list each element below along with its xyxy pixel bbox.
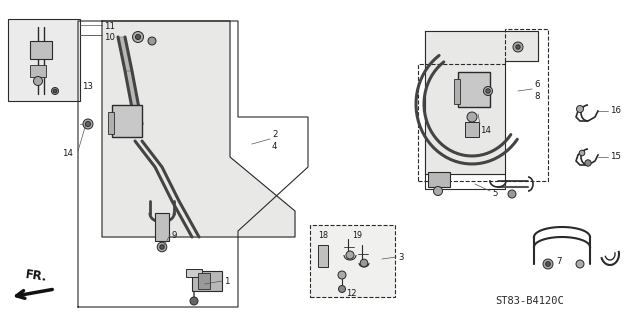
Circle shape — [516, 45, 520, 49]
Text: FR.: FR. — [24, 268, 48, 284]
Text: 12: 12 — [346, 290, 356, 299]
Circle shape — [545, 262, 550, 266]
Text: 15: 15 — [610, 152, 621, 161]
Text: ST83-B4120C: ST83-B4120C — [495, 296, 564, 306]
Bar — [30, 41, 52, 59]
Text: 14: 14 — [62, 150, 73, 159]
Text: 13: 13 — [82, 83, 93, 92]
Text: 7: 7 — [556, 256, 561, 265]
Circle shape — [508, 190, 516, 198]
Circle shape — [83, 119, 93, 129]
Circle shape — [467, 112, 477, 122]
Circle shape — [433, 187, 442, 196]
Circle shape — [513, 42, 523, 52]
Polygon shape — [125, 71, 142, 124]
Text: 6: 6 — [534, 80, 540, 90]
Text: 18: 18 — [318, 231, 328, 240]
Circle shape — [51, 87, 58, 94]
Text: 4: 4 — [272, 143, 278, 152]
Circle shape — [579, 150, 585, 156]
Circle shape — [576, 260, 584, 268]
Circle shape — [486, 89, 490, 93]
Text: 11: 11 — [104, 23, 115, 32]
Circle shape — [585, 160, 591, 166]
Circle shape — [132, 32, 143, 42]
Circle shape — [53, 89, 57, 93]
Bar — [186, 269, 202, 277]
Bar — [192, 271, 222, 291]
Bar — [108, 112, 114, 134]
Text: 1: 1 — [224, 277, 230, 286]
Bar — [30, 65, 46, 77]
Circle shape — [160, 245, 164, 249]
Text: 14: 14 — [480, 127, 491, 136]
Text: 16: 16 — [610, 107, 621, 115]
Bar — [428, 172, 450, 187]
Circle shape — [483, 86, 493, 95]
Text: 9: 9 — [172, 231, 177, 240]
Polygon shape — [102, 21, 295, 237]
Text: 5: 5 — [492, 189, 497, 198]
Text: 8: 8 — [534, 93, 540, 101]
Circle shape — [577, 106, 584, 113]
Circle shape — [360, 259, 368, 267]
Bar — [198, 273, 210, 289]
Circle shape — [339, 286, 346, 293]
Circle shape — [338, 271, 346, 279]
Bar — [454, 79, 460, 104]
Circle shape — [346, 251, 354, 259]
Circle shape — [543, 259, 553, 269]
Text: 19: 19 — [352, 231, 362, 240]
Bar — [112, 105, 142, 137]
Text: 3: 3 — [398, 253, 403, 262]
Bar — [458, 72, 490, 107]
Bar — [310, 225, 395, 297]
Bar — [318, 245, 328, 267]
Circle shape — [148, 37, 156, 45]
Circle shape — [33, 77, 42, 85]
Circle shape — [157, 242, 167, 252]
Text: 2: 2 — [272, 130, 278, 139]
Bar — [465, 122, 479, 137]
Circle shape — [136, 34, 141, 40]
Bar — [8, 19, 80, 101]
Polygon shape — [425, 31, 538, 174]
Bar — [155, 213, 169, 241]
Polygon shape — [118, 37, 132, 71]
Text: 10: 10 — [104, 33, 115, 41]
Circle shape — [86, 122, 90, 127]
Circle shape — [190, 297, 198, 305]
